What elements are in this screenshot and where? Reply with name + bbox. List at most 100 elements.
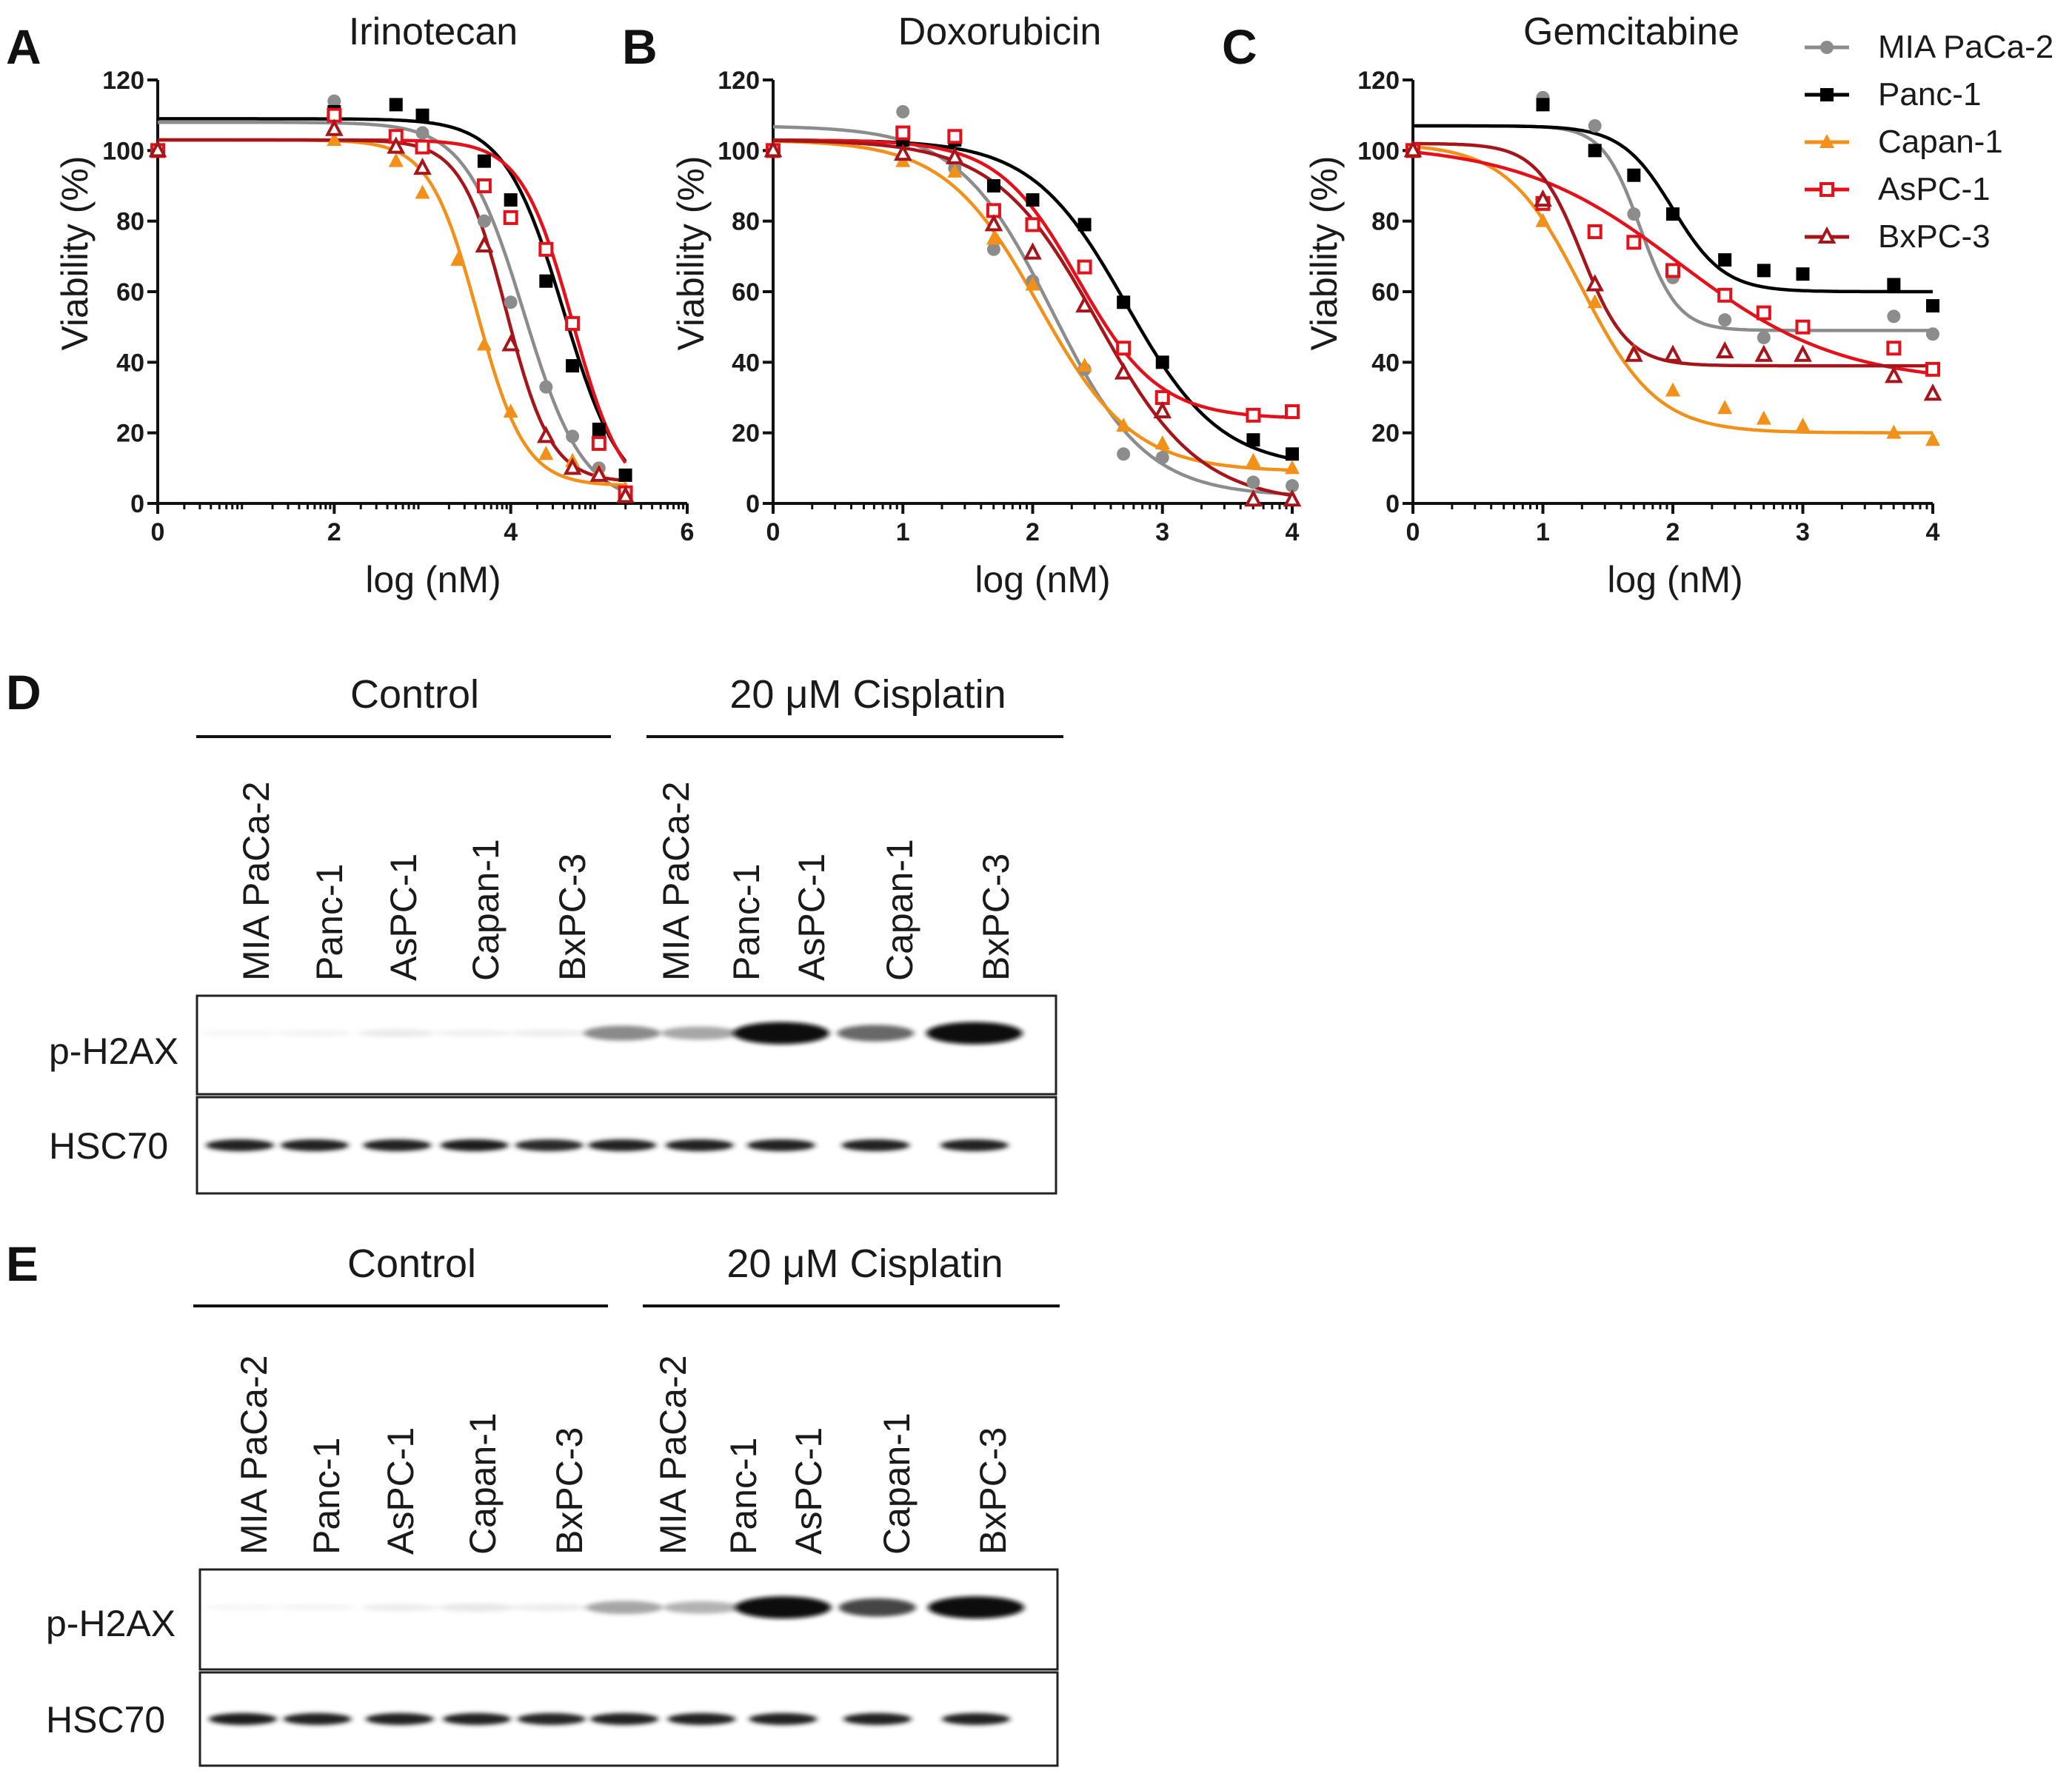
fit-curve-capan-1 [158,138,626,487]
fit-curve-mia-paca-2 [773,125,1293,496]
panel-letter-a: A [6,19,41,74]
x-tick-label: 0 [1406,518,1420,546]
data-point-capan-1 [1025,276,1040,291]
data-point-panc-1 [986,179,1000,192]
data-points [763,104,1302,507]
data-point-bxpc-3 [1153,401,1172,419]
lane-label: MIA PaCa-2 [655,781,697,981]
band-bxpc-3 [517,1713,586,1725]
x-tick-label: 6 [681,518,695,546]
lane-label: Panc-1 [723,1438,764,1555]
blot-panel-e: E Control 20 μM Cisplatin MIA PaCa-2 Pan… [6,1236,1060,1767]
y-tick-label: 120 [718,67,760,95]
blot-membrane [198,1568,1059,1671]
data-point-bxpc-3 [1885,366,1903,383]
legend-label: BxPC-3 [1878,218,1991,255]
fit-curve-mia-paca-2 [158,120,626,494]
data-point-bxpc-3 [1114,362,1133,380]
data-point-bxpc-3 [1923,383,1942,401]
band-mia-paca-2 [588,1139,657,1151]
data-point-panc-1 [1246,433,1260,447]
x-tick-label: 1 [1536,518,1550,546]
data-point-mia-paca-2 [1627,207,1641,221]
legend-item-bxpc-3: BxPC-3 [1805,218,1991,255]
legend-swatch [1805,41,1849,54]
chart-panel-c: C Gemcitabine log (nM) Viability (%) 020… [1222,10,1942,600]
band-mia-paca-2 [206,1139,274,1151]
band-bxpc-3 [515,1139,584,1151]
data-point-capan-1 [388,153,404,167]
band-capan-1 [443,1713,512,1725]
data-point-mia-paca-2 [1757,330,1771,344]
blot-row-hsc70: HSC70 [49,1096,1057,1195]
lane-label: Capan-1 [876,1413,918,1555]
legend: MIA PaCa-2 Panc-1 Capan-1 AsPC-1 BxPC-3 [1805,29,2053,255]
panel-letter-c: C [1222,19,1257,74]
x-tick-label: 3 [1155,518,1169,546]
data-point-mia-paca-2 [986,242,1000,256]
axes: 0 20 40 60 80 100 120 0 2 4 6 [102,67,694,546]
legend-item-aspc-1: AsPC-1 [1805,171,1991,207]
y-tick-label: 0 [746,490,760,518]
band-aspc-1 [363,1139,432,1151]
data-point-bxpc-3 [616,486,635,503]
data-point-panc-1 [1627,168,1641,182]
data-point-bxpc-3 [1023,242,1042,260]
band-panc-1 [663,1601,741,1614]
y-tick-label: 0 [130,490,144,518]
data-point-bxpc-3 [1794,344,1812,362]
axes: 0 20 40 60 80 100 120 0 1 2 3 4 [718,67,1299,546]
data-point-panc-1 [1887,278,1901,292]
legend-marker [1820,41,1834,54]
data-point-aspc-1 [503,210,518,225]
legend-item-capan-1: Capan-1 [1805,124,2003,160]
chart-title-irinotecan: Irinotecan [349,10,518,53]
band-panc-1 [667,1713,736,1725]
data-point-aspc-1 [476,178,492,193]
data-point-bxpc-3 [893,143,912,161]
row-label: p-H2AX [49,1031,178,1072]
data-point-panc-1 [592,422,606,436]
data-point-panc-1 [1026,193,1040,207]
data-point-panc-1 [1666,207,1680,221]
x-tick-label: 4 [1926,518,1940,546]
chart-title-gemcitabine: Gemcitabine [1523,10,1740,53]
lane-label: Capan-1 [879,839,920,981]
blot-row-p-h2ax: p-H2AX [46,1568,1059,1671]
band-aspc-1 [361,1604,438,1612]
lane-label: MIA PaCa-2 [652,1355,694,1555]
x-tick-label: 3 [1796,518,1810,546]
data-point-bxpc-3 [1754,344,1774,362]
legend-marker [1819,182,1834,197]
blot-membrane [195,994,1057,1096]
data-point-panc-1 [1796,267,1810,281]
data-point-capan-1 [503,403,518,418]
fit-curve-panc-1 [158,117,627,463]
band-capan-1 [440,1139,509,1151]
data-point-bxpc-3 [946,147,964,164]
x-tick-label: 4 [504,518,518,546]
y-tick-label: 20 [1371,420,1400,448]
data-point-panc-1 [1155,355,1169,369]
data-point-capan-1 [1535,212,1551,227]
data-point-capan-1 [1246,452,1261,467]
panel-letter-d: D [6,665,41,720]
y-tick-label: 60 [1371,278,1400,306]
data-point-panc-1 [566,359,580,373]
band-capan-1 [843,1713,912,1725]
lane-labels: MIA PaCa-2 Panc-1 AsPC-1 Capan-1 BxPC-3 … [233,1355,1014,1555]
y-tick-label: 80 [1371,208,1400,236]
data-point-mia-paca-2 [1286,479,1299,493]
fit-curve-capan-1 [1412,144,1933,435]
group-label-control: Control [347,1242,476,1286]
data-point-mia-paca-2 [1246,475,1260,489]
lane-label: BxPC-3 [972,1427,1014,1555]
band-panc-1 [278,1604,356,1611]
lane-label: Capan-1 [465,839,507,981]
y-axis-label: Viability (%) [670,155,712,350]
data-point-capan-1 [1154,435,1170,449]
data-point-bxpc-3 [563,458,582,475]
band-bxpc-3 [926,1022,1023,1045]
axes: 0 20 40 60 80 100 120 0 1 2 3 4 [1357,67,1939,546]
band-capan-1 [438,1603,516,1612]
